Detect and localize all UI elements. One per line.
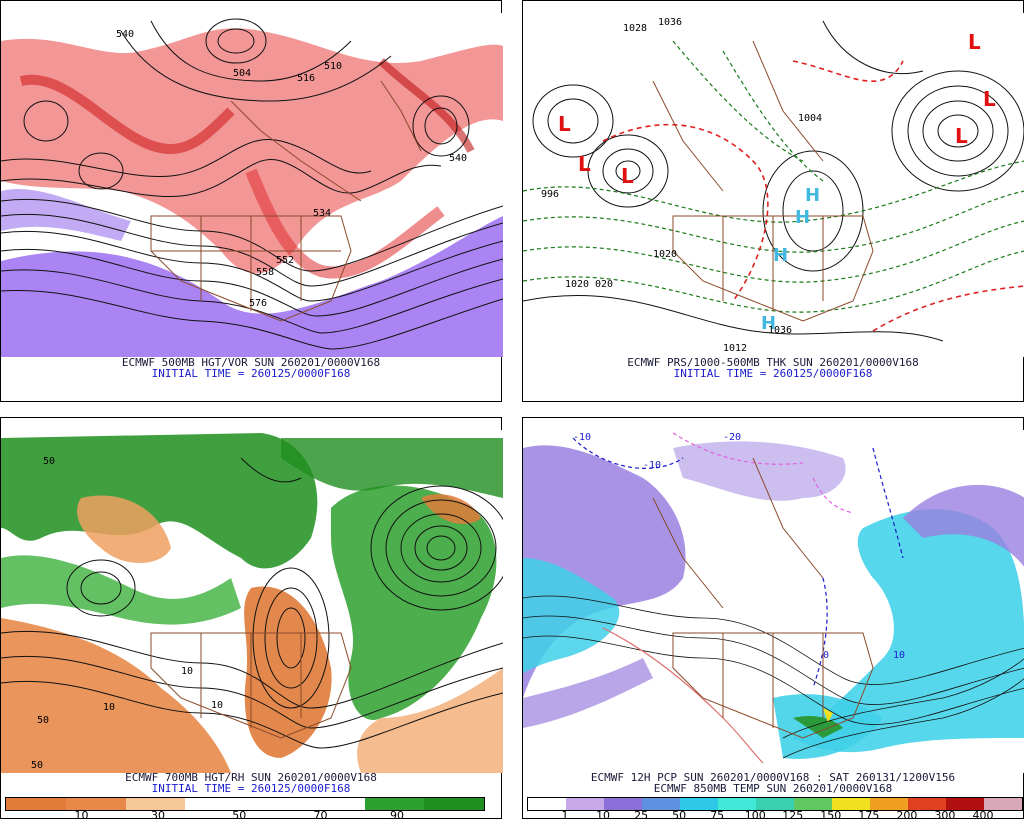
colorbar-rh	[5, 797, 485, 811]
colorbar-tick: 400	[972, 809, 994, 822]
contour-label: 1036	[658, 17, 682, 28]
colorbar-tick: 30	[150, 809, 165, 822]
contour-label: 1036	[768, 325, 792, 336]
contour-label: 504	[233, 68, 251, 79]
colorbar-swatch	[364, 798, 425, 810]
panel-700mb: 50 10 10 50 50 10 ECMWF 700MB HGT/RH SUN…	[0, 417, 503, 822]
colorbar-tick: 90	[389, 809, 404, 822]
colorbar-swatch	[304, 798, 365, 810]
colorbar-tick: 10	[596, 809, 611, 822]
caption-500mb-line2: INITIAL TIME = 260125/0000F168	[151, 367, 351, 380]
colorbar-swatch	[6, 798, 66, 810]
colorbar-tick: 70	[313, 809, 328, 822]
caption-700mb-line1: ECMWF 700MB HGT/RH SUN 260201/0000V168	[125, 771, 377, 784]
contour-label: 10	[181, 666, 193, 677]
high-center: H	[795, 207, 810, 228]
panel-500mb: 540 504 516 510 534 540 558 576 552 ECMW…	[0, 0, 503, 402]
contour-label: 576	[249, 298, 267, 309]
contour-label: 510	[324, 61, 342, 72]
low-center: L	[621, 164, 634, 188]
contour-label: 534	[313, 208, 331, 219]
contour-label: 996	[541, 189, 559, 200]
contour-label: 1028	[623, 23, 647, 34]
colorbar-tick: 1	[561, 809, 569, 822]
colorbar-tick: 300	[934, 809, 956, 822]
colorbar-tick: 175	[858, 809, 880, 822]
contour-label: 10	[211, 700, 223, 711]
colorbar-swatch	[756, 798, 794, 810]
colorbar-tick: 25	[634, 809, 649, 822]
high-center: H	[761, 313, 776, 334]
contour-label: 0	[823, 650, 829, 661]
low-center: L	[968, 30, 981, 54]
contour-label: 540	[116, 29, 134, 40]
contour-label: 10	[103, 702, 115, 713]
contour-label: -20	[723, 432, 741, 443]
contour-label: 1004	[798, 113, 822, 124]
caption-700mb-line2: INITIAL TIME = 260125/0000F168	[151, 782, 351, 795]
low-center: L	[983, 87, 996, 111]
contour-label: 516	[297, 73, 315, 84]
colorbar-swatch	[185, 798, 245, 810]
map-700mb: 50 10 10 50 50 10	[1, 430, 503, 773]
colorbar-tick: 75	[710, 809, 725, 822]
contour-label: 558	[256, 267, 274, 278]
colorbar-tick: 50	[232, 809, 247, 822]
colorbar-pcp	[527, 797, 1023, 811]
contour-label: -10	[643, 460, 661, 471]
contour-label: 540	[449, 153, 467, 164]
low-center: L	[955, 124, 968, 148]
panel-prs: L L L L L L H H H H 996 1020 020 1020 10…	[522, 0, 1024, 402]
colorbar-swatch	[424, 798, 484, 810]
contour-label: 1020	[565, 279, 589, 290]
caption-pcp-line2: ECMWF 850MB TEMP SUN 260201/0000V168	[653, 782, 893, 795]
colorbar-swatch	[832, 798, 870, 810]
caption-prs-line1: ECMWF PRS/1000-500MB THK SUN 260201/0000…	[627, 356, 919, 369]
low-center: L	[558, 112, 571, 136]
colorbar-tick: 150	[820, 809, 842, 822]
colorbar-swatch	[870, 798, 908, 810]
high-center: H	[805, 185, 820, 206]
colorbar-swatch	[794, 798, 832, 810]
colorbar-swatch	[946, 798, 984, 810]
colorbar-rh-ticks: 10 30 50 70 90	[5, 809, 483, 822]
contour-label: 50	[43, 456, 55, 467]
contour-label: 50	[37, 715, 49, 726]
colorbar-swatch	[604, 798, 642, 810]
low-center: L	[578, 152, 591, 176]
map-500mb: 540 504 516 510 534 540 558 576 552	[1, 13, 503, 357]
caption-500mb-line1: ECMWF 500MB HGT/VOR SUN 260201/0000V168	[121, 356, 381, 369]
contour-label: 020	[595, 279, 613, 290]
colorbar-swatch	[642, 798, 680, 810]
contour-label: 10	[893, 650, 905, 661]
caption-pcp-line1: ECMWF 12H PCP SUN 260201/0000V168 : SAT …	[590, 771, 956, 784]
colorbar-pcp-ticks: 1 10 25 50 75 100 125 150 175 200 300 40…	[527, 809, 1021, 822]
caption-prs-line2: INITIAL TIME = 260125/0000F168	[673, 367, 873, 380]
colorbar-swatch	[245, 798, 305, 810]
colorbar-tick: 200	[896, 809, 918, 822]
colorbar-swatch	[65, 798, 126, 810]
map-prs: L L L L L L H H H H 996 1020 020 1020 10…	[523, 13, 1024, 357]
high-center: H	[773, 245, 788, 266]
colorbar-swatch	[125, 798, 186, 810]
colorbar-swatch	[528, 798, 566, 810]
colorbar-swatch	[718, 798, 756, 810]
contour-label: 1012	[723, 343, 747, 354]
map-pcp: -10 -10 0 10 -20	[523, 430, 1024, 773]
colorbar-swatch	[984, 798, 1022, 810]
contour-label: 552	[276, 255, 294, 266]
colorbar-tick: 50	[672, 809, 687, 822]
colorbar-tick: 125	[782, 809, 804, 822]
contour-label: 50	[31, 760, 43, 771]
contour-label: -10	[573, 432, 591, 443]
colorbar-swatch	[680, 798, 718, 810]
contour-label: 1020	[653, 249, 677, 260]
colorbar-swatch	[566, 798, 604, 810]
panel-pcp: -10 -10 0 10 -20 ECMWF 12H PCP SUN 26020…	[522, 417, 1024, 822]
colorbar-tick: 10	[74, 809, 89, 822]
colorbar-swatch	[908, 798, 946, 810]
colorbar-tick: 100	[744, 809, 766, 822]
